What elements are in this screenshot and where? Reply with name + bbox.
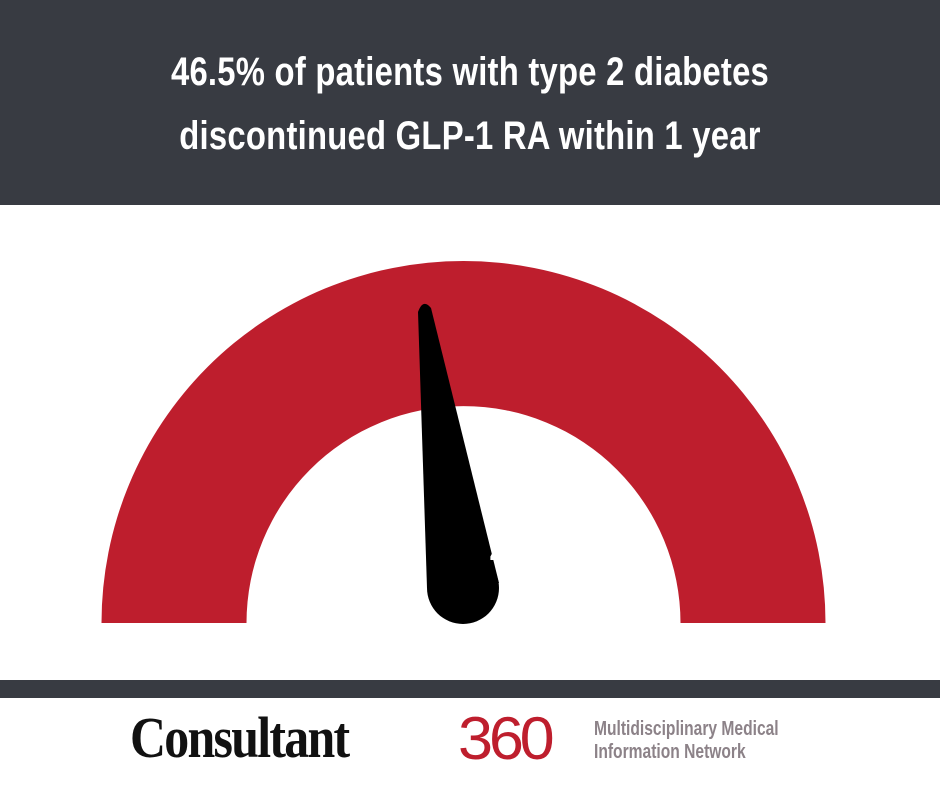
header-banner: 46.5% of patients with type 2 diabetes d… <box>0 0 940 205</box>
brand-name: Consultant <box>130 705 350 770</box>
tagline-line-2: Information Network <box>594 741 746 763</box>
brand-number: 360 <box>458 705 555 772</box>
tagline-line-1: Multidisciplinary Medical <box>594 718 779 740</box>
gauge-needle <box>418 303 499 624</box>
gauge-arc <box>101 261 826 623</box>
brand-tagline: Multidisciplinary Medical Information Ne… <box>594 718 779 764</box>
footer-logo: Consultant 360 Multidisciplinary Medical… <box>0 698 940 788</box>
gauge-graphic <box>101 261 826 624</box>
gauge-value-label: 46.5% <box>490 535 570 573</box>
gauge-chart: 46.5% <box>0 205 940 680</box>
title-line-1: 46.5% of patients with type 2 diabetes <box>170 50 770 94</box>
footer-divider <box>0 680 940 698</box>
title-line-2: discontinued GLP-1 RA within 1 year <box>179 114 761 158</box>
page-title: 46.5% of patients with type 2 diabetes d… <box>85 40 856 168</box>
